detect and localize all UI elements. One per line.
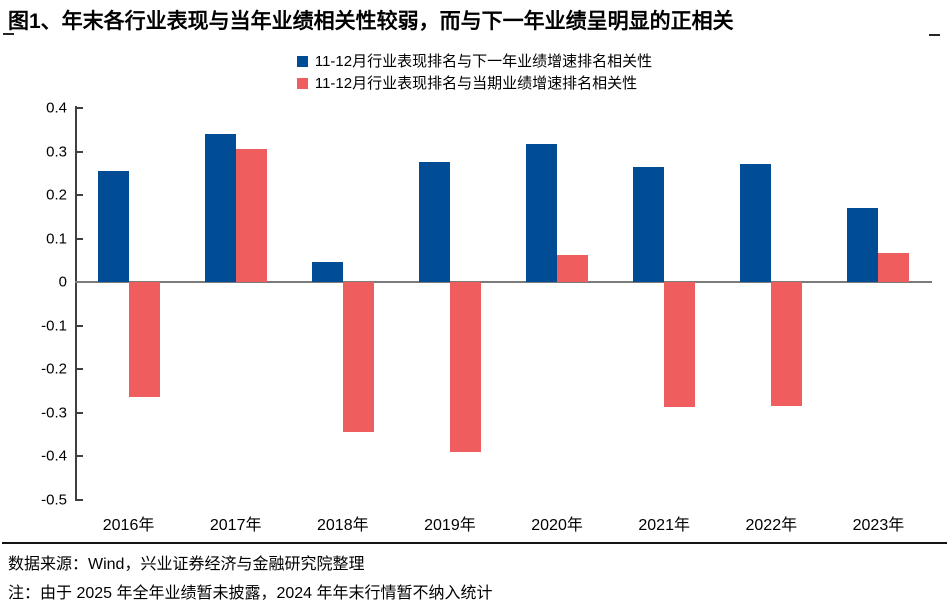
bar-2023年-series1 bbox=[878, 253, 910, 282]
y-axis-tick-label: 0.4 bbox=[46, 99, 67, 117]
bar-2017年-series0 bbox=[204, 134, 236, 282]
legend-item-current-year-correlation: 11-12月行业表现排名与当期业绩增速排名相关性 bbox=[296, 75, 638, 92]
x-axis-label: 2017年 bbox=[209, 517, 262, 534]
y-axis-tick-label: -0.1 bbox=[41, 317, 67, 334]
zero-baseline bbox=[75, 281, 932, 283]
title-rule-left-dash bbox=[3, 33, 14, 35]
bar-2019年-series1 bbox=[449, 282, 481, 452]
y-axis-tick bbox=[75, 455, 83, 457]
y-axis-tick-label: -0.4 bbox=[41, 447, 67, 465]
y-axis-tick bbox=[75, 194, 83, 196]
bar-2023年-series0 bbox=[847, 208, 879, 282]
legend-swatch-blue bbox=[296, 56, 308, 67]
bar-2020年-series1 bbox=[557, 255, 589, 282]
y-axis-tick-label: 0.3 bbox=[46, 143, 67, 160]
y-axis-tick bbox=[75, 324, 83, 327]
bar-2022年-series0 bbox=[740, 164, 772, 282]
bar-2016年-series1 bbox=[128, 282, 160, 397]
x-axis-label: 2022年 bbox=[745, 517, 798, 534]
y-axis-tick-label: -0.2 bbox=[41, 360, 67, 378]
footer-separator-line bbox=[2, 542, 947, 544]
bar-2019年-series0 bbox=[418, 162, 450, 282]
bar-2020年-series0 bbox=[526, 144, 558, 282]
y-axis-tick-label: -0.5 bbox=[41, 491, 67, 508]
legend-item-next-year-correlation: 11-12月行业表现排名与下一年业绩增速排名相关性 bbox=[296, 53, 653, 70]
legend-items: 11-12月行业表现排名与下一年业绩增速排名相关性 11-12月行业表现排名与当… bbox=[296, 53, 653, 92]
y-axis-tick-label: -0.3 bbox=[41, 404, 67, 421]
legend-label-next-year: 11-12月行业表现排名与下一年业绩增速排名相关性 bbox=[314, 53, 653, 70]
y-axis-tick-label: 0.1 bbox=[46, 230, 67, 247]
x-axis-label: 2018年 bbox=[317, 517, 369, 534]
y-axis-tick bbox=[75, 107, 83, 109]
bar-2016年-series0 bbox=[97, 171, 129, 282]
x-axis-label: 2021年 bbox=[638, 517, 690, 534]
footnote: 注：由于 2025 年全年业绩暂未披露，2024 年年末行情暂不纳入统计 bbox=[8, 585, 493, 602]
legend-label-current-year: 11-12月行业表现排名与当期业绩增速排名相关性 bbox=[314, 75, 638, 92]
y-axis-tick bbox=[75, 411, 83, 414]
x-axis-label: 2023年 bbox=[852, 517, 905, 534]
bar-2017年-series1 bbox=[235, 149, 267, 282]
legend-swatch-red bbox=[296, 78, 308, 89]
chart-title: 图1、年末各行业表现与当年业绩相关性较弱，而与下一年业绩呈明显的正相关 bbox=[8, 10, 734, 33]
data-source-note: 数据来源：Wind，兴业证券经济与金融研究院整理 bbox=[8, 556, 365, 573]
y-axis-tick bbox=[75, 237, 83, 240]
bar-2021年-series1 bbox=[664, 282, 696, 407]
y-axis-tick bbox=[75, 150, 83, 153]
y-axis-tick bbox=[75, 368, 83, 370]
x-axis-label: 2020年 bbox=[531, 517, 583, 534]
title-rule-right-dash bbox=[929, 34, 940, 36]
x-axis-label: 2016年 bbox=[102, 517, 155, 534]
y-axis-line bbox=[75, 106, 77, 501]
bar-2018年-series0 bbox=[311, 262, 343, 282]
legend: 11-12月行业表现排名与下一年业绩增速排名相关性 11-12月行业表现排名与当… bbox=[0, 54, 949, 91]
x-axis-label: 2019年 bbox=[424, 517, 476, 534]
bar-2018年-series1 bbox=[342, 282, 374, 432]
bar-2021年-series0 bbox=[633, 167, 665, 282]
y-axis-tick bbox=[75, 498, 83, 501]
bar-2022年-series1 bbox=[771, 282, 803, 406]
y-axis-tick-label: 0 bbox=[58, 273, 67, 291]
y-axis-tick-label: 0.2 bbox=[46, 186, 67, 204]
